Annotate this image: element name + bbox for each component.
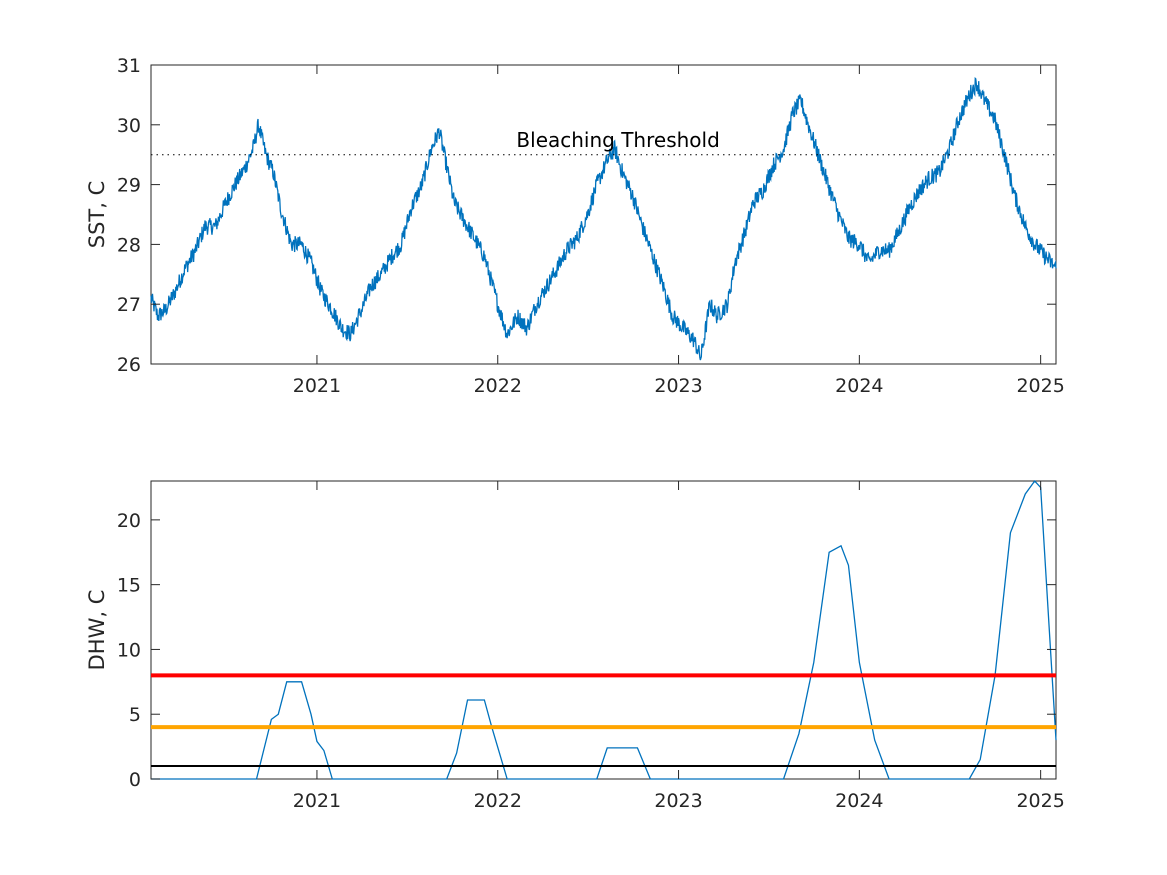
x-tick-label: 2023 <box>654 790 702 812</box>
annotation: Bleaching Threshold <box>516 128 719 152</box>
x-tick-label: 2022 <box>474 790 522 812</box>
y-tick-label: 5 <box>129 704 141 726</box>
x-tick-label: 2022 <box>474 375 522 397</box>
y-tick-label: 26 <box>117 354 141 376</box>
y-tick-label: 27 <box>117 294 141 316</box>
y-tick-label: 29 <box>117 175 141 197</box>
series-line-0 <box>151 479 1057 780</box>
y-axis-label: DHW, C <box>85 590 109 671</box>
y-tick-label: 28 <box>117 234 141 256</box>
x-tick-label: 2024 <box>835 375 883 397</box>
x-tick-label: 2021 <box>293 790 341 812</box>
sst-panel: 2021 2022 2023 2024 2025 26 27 28 29 30 31 SST, C Bl… <box>85 55 1065 397</box>
dhw-panel: 2021 2022 2023 2024 2025 0 5 10 15 20 DHW, C <box>85 479 1065 812</box>
y-tick-label: 31 <box>117 55 141 77</box>
x-tick-label: 2021 <box>293 375 341 397</box>
y-tick-label: 10 <box>117 639 141 661</box>
y-tick-label: 20 <box>117 510 141 532</box>
x-tick-label: 2024 <box>835 790 883 812</box>
axes-box <box>150 64 1057 365</box>
axes-box <box>150 480 1057 780</box>
y-tick-label: 30 <box>117 115 141 137</box>
y-axis-label: SST, C <box>85 181 109 249</box>
series-line-0 <box>150 77 1057 361</box>
x-tick-label: 2025 <box>1016 790 1064 812</box>
x-tick-label: 2023 <box>654 375 702 397</box>
x-tick-label: 2025 <box>1016 375 1064 397</box>
y-tick-label: 15 <box>117 575 141 597</box>
y-tick-label: 0 <box>129 769 141 791</box>
